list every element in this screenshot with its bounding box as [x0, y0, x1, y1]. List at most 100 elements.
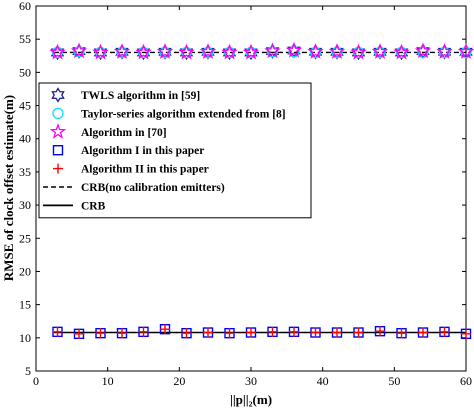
x-tick-label: 10	[102, 374, 114, 388]
data-point	[203, 327, 213, 338]
data-point	[289, 326, 299, 337]
y-tick-label: 35	[19, 165, 31, 179]
data-point	[244, 44, 258, 61]
legend-label: Algorithm I in this paper	[81, 145, 204, 157]
y-tick-label: 15	[19, 298, 31, 312]
y-tick-label: 45	[19, 99, 31, 113]
data-point	[309, 46, 322, 59]
data-point	[52, 326, 63, 337]
data-point	[350, 43, 367, 60]
legend-label: Taylor-series algorithm extended from [8…	[81, 108, 286, 120]
data-point	[265, 43, 280, 59]
legend-label: Algorithm II in this paper	[81, 164, 209, 176]
data-point	[375, 326, 385, 337]
data-point	[115, 44, 129, 60]
data-point	[221, 43, 238, 60]
series-taylor-series-algorithm-extended-from-8	[51, 46, 472, 59]
data-point	[117, 328, 127, 339]
ticks-layer: 0 10 20 30 40 50 60 5 10 15 20 25 30 35 40 45 50 55 60	[19, 0, 472, 388]
data-point	[246, 327, 256, 338]
data-point	[418, 327, 428, 338]
legend-entry-taylor-series-algorithm-extended-from-8: Taylor-series algorithm extended from [8…	[52, 107, 286, 120]
legend-marker	[52, 107, 64, 120]
data-point	[156, 43, 174, 59]
y-tick-label: 50	[19, 65, 31, 79]
data-point	[285, 41, 303, 58]
x-tick-label: 20	[173, 374, 185, 388]
legend-marker	[51, 87, 65, 103]
y-tick-label: 30	[19, 198, 31, 212]
legend-label: Algorithm in [70]	[81, 127, 167, 139]
data-point	[307, 43, 324, 59]
data-point	[437, 44, 452, 60]
legend-entry-algorithm-ii-in-this-paper: Algorithm II in this paper	[53, 163, 209, 176]
data-point	[178, 43, 195, 60]
data-point	[136, 44, 151, 61]
data-point	[135, 43, 152, 60]
data-point	[224, 328, 235, 339]
legend-entry-algorithm-in-70: Algorithm in [70]	[49, 123, 167, 139]
data-point	[288, 46, 300, 58]
x-tick-label: 40	[317, 374, 329, 388]
data-point	[202, 46, 214, 59]
data-point	[310, 327, 321, 338]
y-tick-label: 5	[25, 364, 31, 378]
legend-label: TWLS algorithm in [59]	[81, 90, 200, 102]
y-tick-label: 25	[19, 231, 31, 245]
legend: TWLS algorithm in [59] Taylor-series algo…	[38, 82, 312, 219]
legend-entry-twls-algorithm-in-59: TWLS algorithm in [59]	[51, 87, 200, 103]
data-point	[73, 46, 85, 58]
data-point	[414, 42, 432, 59]
data-point	[457, 43, 474, 59]
data-point	[160, 324, 170, 335]
data-point	[267, 326, 278, 337]
data-point	[330, 44, 344, 60]
data-point	[116, 46, 128, 59]
data-point	[72, 43, 86, 59]
legend-entry-crb-no-calibration-emitters: CRB(no calibration emitters)	[43, 182, 225, 194]
series-layer	[49, 41, 474, 340]
data-point	[222, 44, 237, 61]
data-point	[373, 44, 387, 60]
y-tick-label: 55	[19, 32, 31, 46]
data-point	[331, 46, 343, 59]
legend-entry-algorithm-i-in-this-paper: Algorithm I in this paper	[52, 144, 204, 157]
legend-label: CRB	[81, 200, 106, 212]
data-point	[353, 327, 364, 338]
data-point	[242, 43, 260, 60]
data-point	[439, 326, 450, 337]
data-point	[93, 44, 108, 61]
legend-entry-crb: CRB	[43, 200, 106, 212]
series-algorithm-in-70	[49, 41, 474, 60]
data-point	[179, 44, 194, 61]
data-point	[328, 43, 346, 59]
data-point	[396, 328, 407, 339]
data-point	[113, 43, 131, 59]
x-tick-label: 60	[460, 374, 472, 388]
data-point	[264, 42, 281, 59]
data-point	[374, 46, 386, 59]
y-tick-label: 40	[19, 132, 31, 146]
x-tick-label: 0	[33, 374, 39, 388]
data-point	[461, 328, 471, 339]
data-point	[201, 44, 215, 60]
data-point	[417, 46, 429, 59]
legend-box	[38, 82, 312, 219]
data-point	[92, 43, 109, 60]
y-tick-label: 20	[19, 264, 31, 278]
legend-marker	[53, 163, 63, 174]
data-point	[436, 43, 453, 59]
data-point	[159, 46, 171, 59]
x-axis-label: ||p||₂(m)	[230, 392, 272, 407]
legend-marker	[52, 144, 64, 156]
data-point	[181, 328, 192, 339]
data-point	[49, 43, 66, 60]
y-axis-label: RMSE of clock offset estimate(m)	[1, 95, 16, 281]
data-point	[266, 46, 279, 58]
data-point	[393, 43, 410, 60]
series-algorithm-ii-in-this-paper	[52, 324, 471, 339]
data-point	[50, 44, 65, 61]
legend-marker	[49, 123, 67, 139]
data-point	[70, 42, 88, 59]
